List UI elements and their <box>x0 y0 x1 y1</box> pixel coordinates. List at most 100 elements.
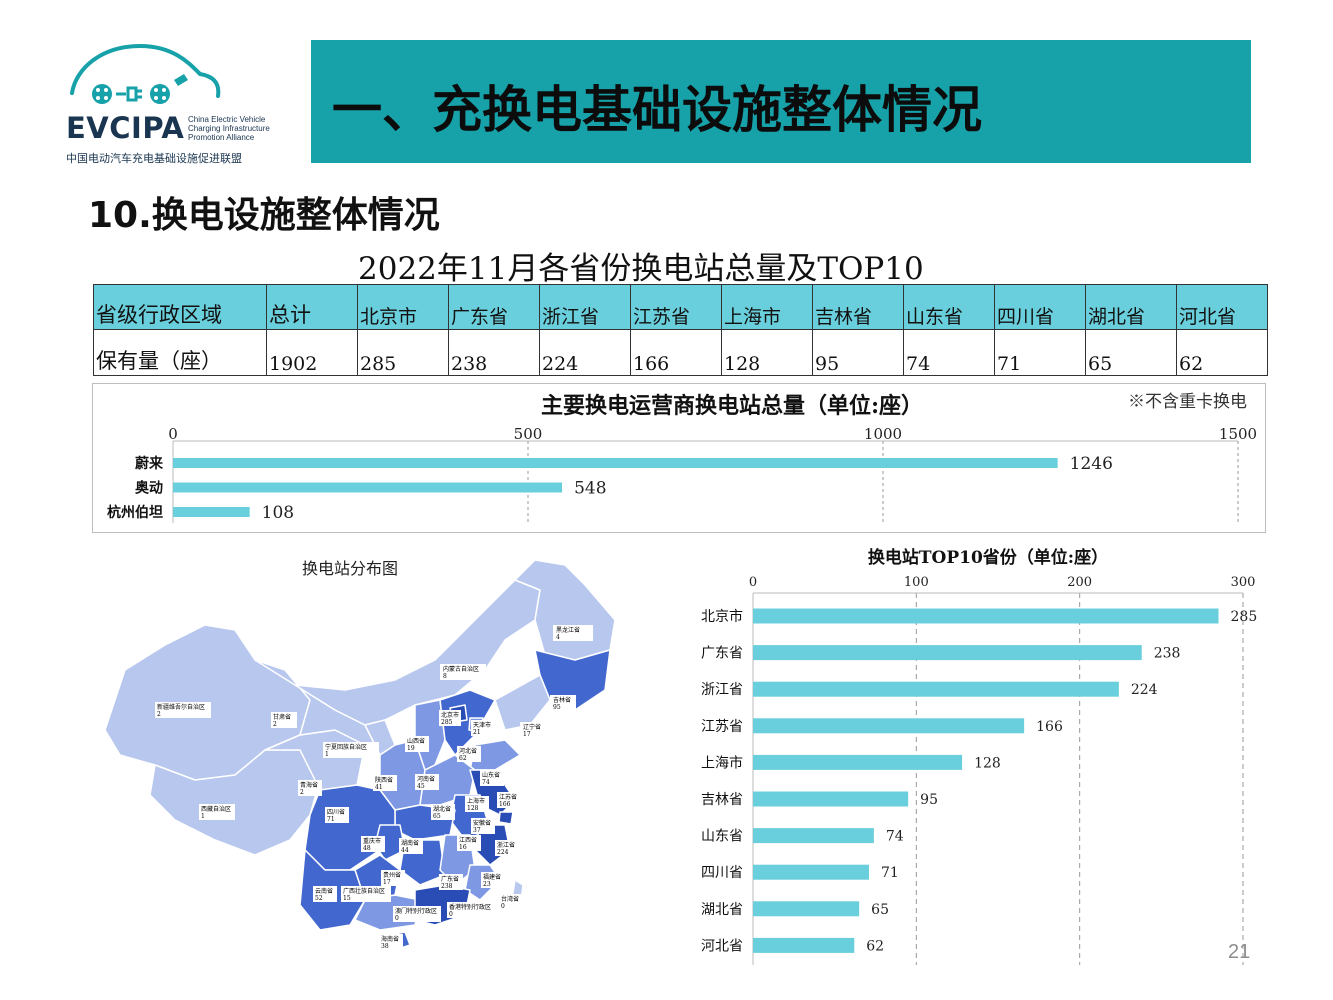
svg-text:新疆维吾尔自治区: 新疆维吾尔自治区 <box>157 703 205 711</box>
category-label: 北京市 <box>701 608 743 625</box>
svg-text:2: 2 <box>157 711 161 718</box>
svg-text:2: 2 <box>273 721 277 728</box>
value-cell: 62 <box>1176 329 1268 376</box>
category-label: 上海市 <box>701 754 743 771</box>
value-cell: 128 <box>721 329 813 376</box>
svg-text:山东省: 山东省 <box>482 771 500 779</box>
svg-text:71: 71 <box>327 816 335 823</box>
x-tick-label: 0 <box>749 575 757 590</box>
svg-text:0: 0 <box>501 903 505 910</box>
data-label: 65 <box>871 902 889 918</box>
table-title: 2022年11月各省份换电站总量及TOP10 <box>358 251 924 287</box>
svg-text:45: 45 <box>417 783 425 790</box>
svg-text:宁夏回族自治区: 宁夏回族自治区 <box>325 743 367 751</box>
bar <box>173 458 1058 468</box>
category-label: 广东省 <box>701 646 743 662</box>
svg-text:香港特别行政区: 香港特别行政区 <box>449 903 491 911</box>
data-label: 1246 <box>1070 454 1113 474</box>
x-tick-label: 1000 <box>864 425 902 443</box>
header-province: 河北省 <box>1176 284 1268 330</box>
logo-acronym: EVCIPA <box>66 111 185 145</box>
header-banner <box>311 40 1251 163</box>
logo-wheel-right <box>150 84 170 104</box>
svg-text:238: 238 <box>441 883 453 890</box>
value-cell: 238 <box>448 329 540 376</box>
value-total: 1902 <box>266 329 358 376</box>
header-province: 上海市 <box>721 284 813 330</box>
svg-text:安徽省: 安徽省 <box>473 819 491 827</box>
bar <box>753 864 869 880</box>
svg-text:上海市: 上海市 <box>467 797 485 805</box>
bar <box>753 718 1025 734</box>
svg-text:广东省: 广东省 <box>441 875 459 883</box>
bar <box>173 482 563 493</box>
bar <box>173 507 250 517</box>
map-title: 换电站分布图 <box>302 559 398 578</box>
svg-text:1: 1 <box>201 813 205 820</box>
svg-text:16: 16 <box>459 844 467 851</box>
svg-text:广西壮族自治区: 广西壮族自治区 <box>343 887 385 895</box>
svg-text:52: 52 <box>315 895 323 902</box>
logo-car-outline <box>70 43 221 98</box>
svg-text:19: 19 <box>407 745 415 752</box>
header-province: 北京市 <box>357 284 449 330</box>
header-total: 总计 <box>266 284 358 330</box>
svg-text:湖南省: 湖南省 <box>401 839 419 847</box>
svg-text:62: 62 <box>459 755 467 762</box>
svg-text:天津市: 天津市 <box>473 721 491 729</box>
header-province: 山东省 <box>903 284 995 330</box>
svg-text:8: 8 <box>443 673 447 680</box>
svg-text:西藏自治区: 西藏自治区 <box>201 805 231 813</box>
category-label: 江苏省 <box>701 719 743 735</box>
category-label: 河北省 <box>701 938 743 954</box>
logo-chinese-name: 中国电动汽车充电基础设施促进联盟 <box>66 152 242 165</box>
logo-english-line-1: China Electric Vehicle <box>188 115 266 124</box>
svg-text:128: 128 <box>467 805 479 812</box>
data-label: 108 <box>262 503 294 523</box>
svg-text:福建省: 福建省 <box>483 873 501 881</box>
chart-note: ※不含重卡换电 <box>1128 392 1247 412</box>
bar <box>753 754 963 770</box>
svg-text:海南省: 海南省 <box>381 935 399 943</box>
svg-text:陕西省: 陕西省 <box>375 776 393 784</box>
svg-text:江西省: 江西省 <box>459 836 477 844</box>
category-label: 四川省 <box>701 865 743 881</box>
value-cell: 95 <box>812 329 904 376</box>
logo-plug-right <box>174 74 188 86</box>
operator-bar-chart: 主要换电运营商换电站总量（单位:座） ※不含重卡换电 0 500 1000 1500 蔚来 1… <box>107 392 1257 523</box>
svg-text:山西省: 山西省 <box>407 737 425 745</box>
map-region-liaoning <box>494 674 551 731</box>
page-number: 21 <box>1228 941 1251 963</box>
svg-text:青海省: 青海省 <box>300 781 318 789</box>
top10-province-bar-chart: 换电站TOP10省份（单位:座） 0 100 200 300 北京市 285 广东省 238 浙江… <box>701 547 1257 965</box>
chart-title: 主要换电运营商换电站总量（单位:座） <box>541 393 923 419</box>
svg-text:云南省: 云南省 <box>315 887 333 895</box>
svg-text:41: 41 <box>375 784 383 791</box>
value-cell: 74 <box>903 329 995 376</box>
category-label: 吉林省 <box>701 792 743 808</box>
x-tick-label: 0 <box>168 425 178 443</box>
x-tick-label: 1500 <box>1219 425 1257 443</box>
svg-text:北京市: 北京市 <box>441 711 459 719</box>
row-label-region: 省级行政区域 <box>93 284 267 330</box>
svg-text:0: 0 <box>395 915 399 922</box>
